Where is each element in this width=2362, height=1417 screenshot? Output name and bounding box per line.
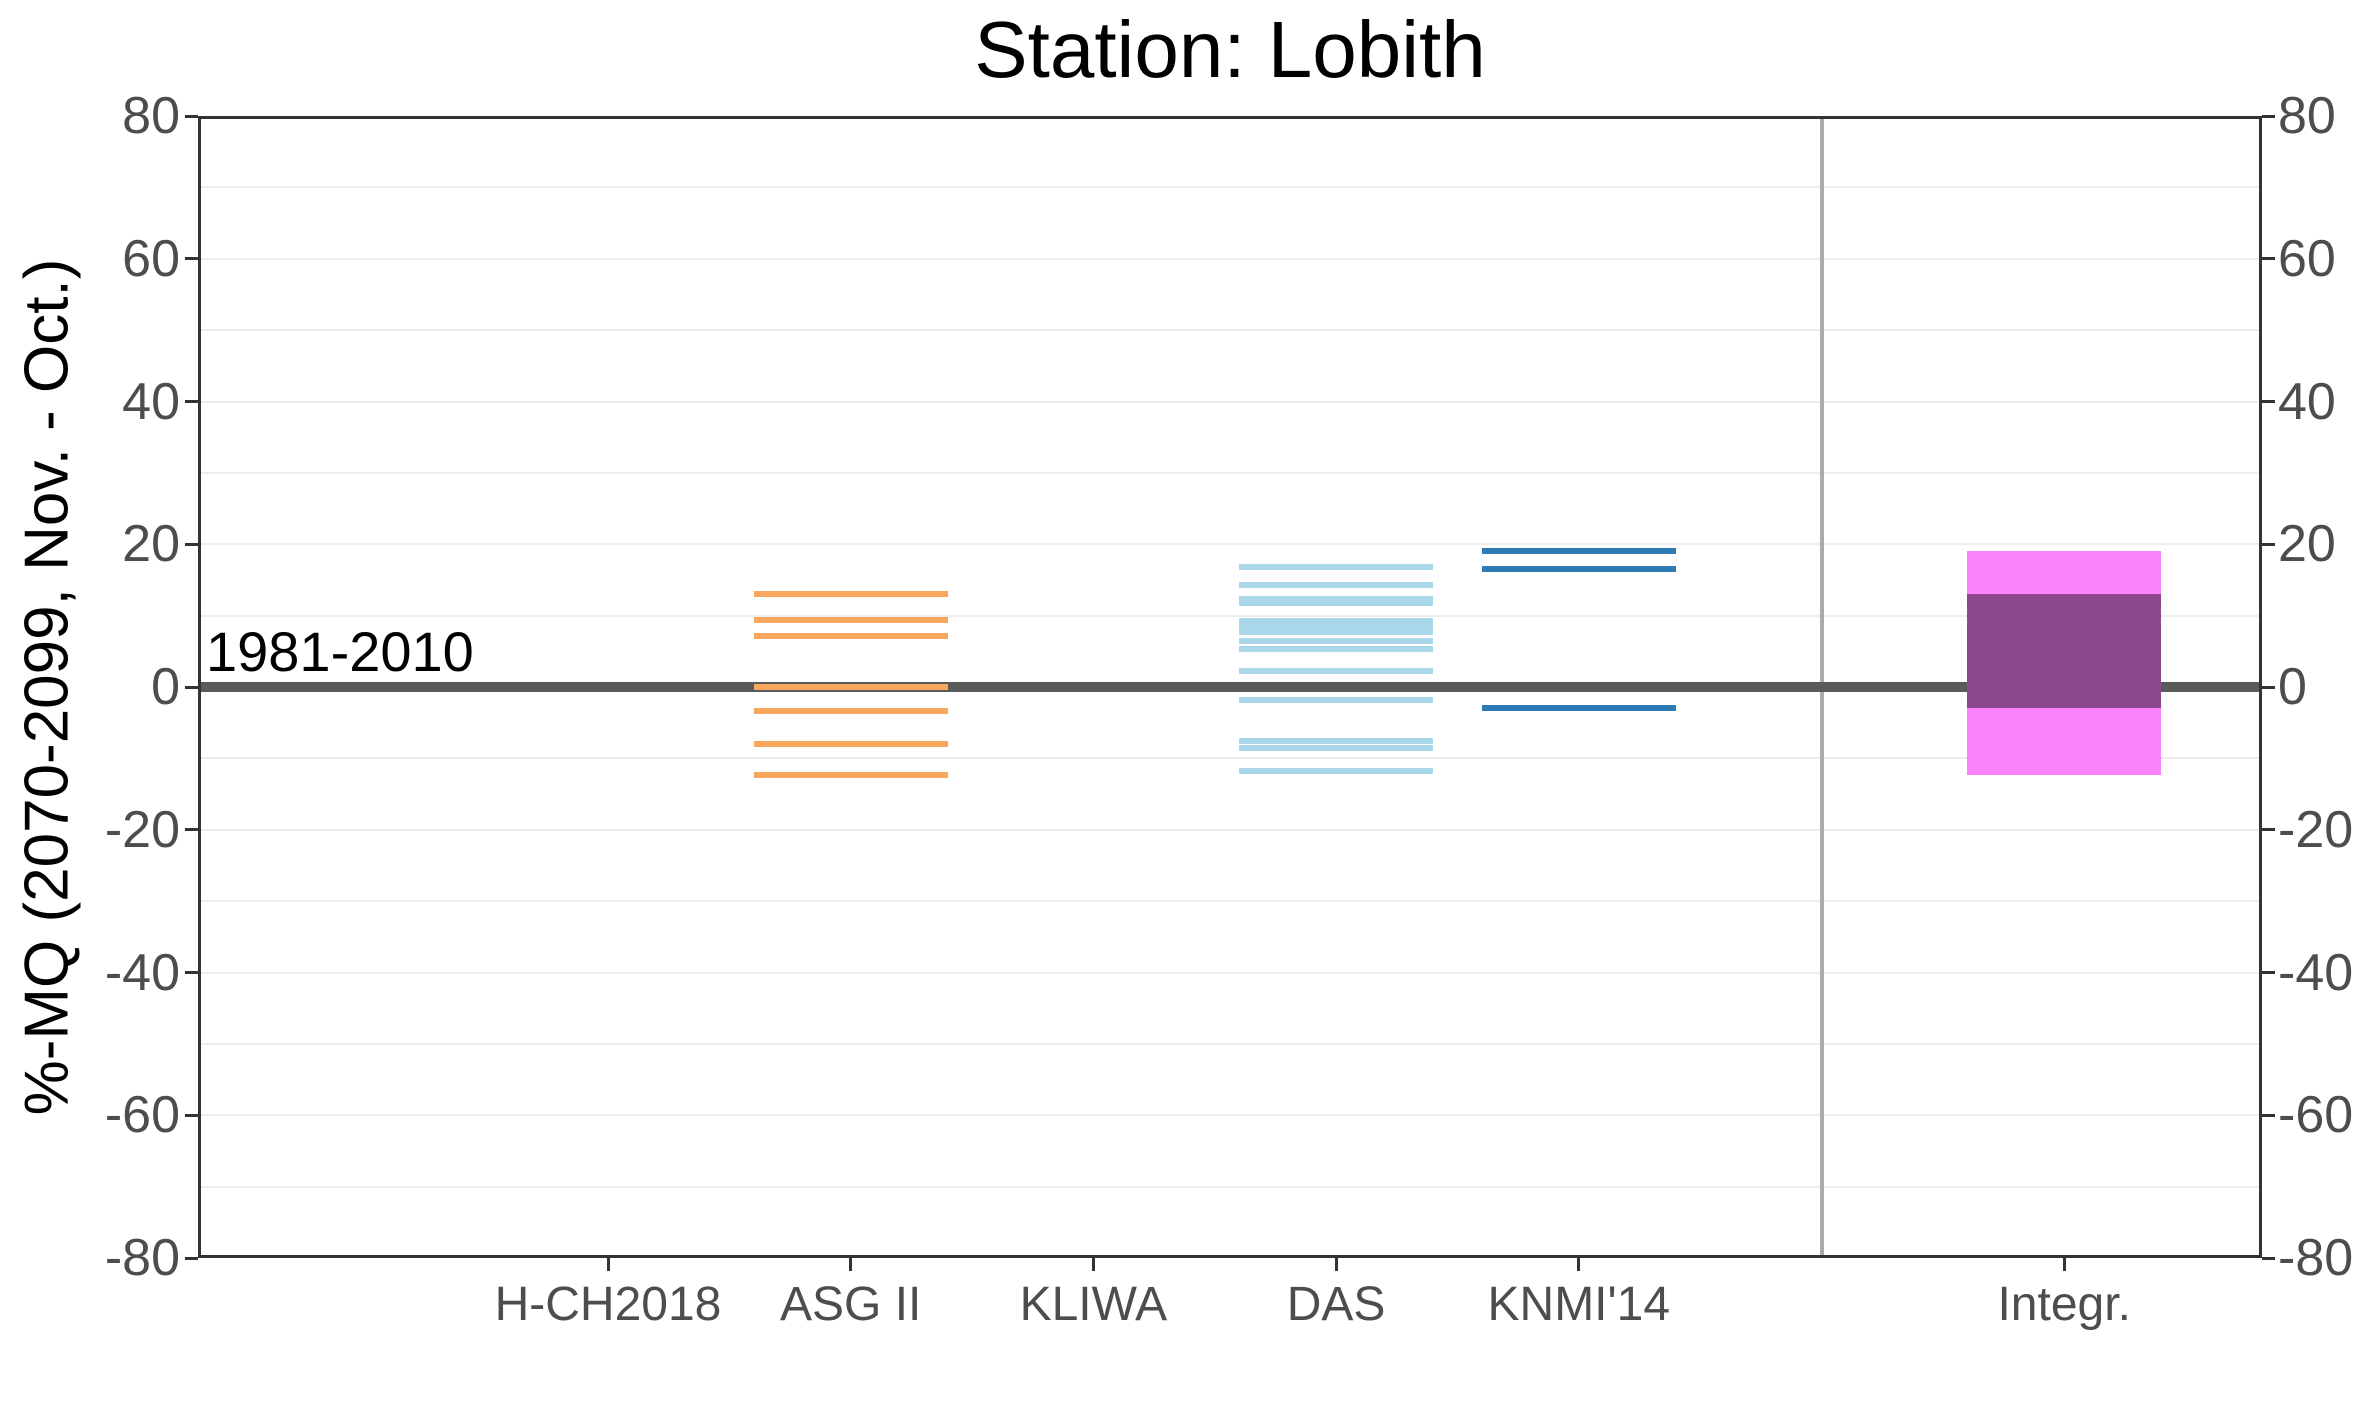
data-dash: [1239, 564, 1434, 571]
y-tick-label-right: -60: [2278, 1086, 2354, 1145]
x-tick-label: KNMI'14: [1487, 1278, 1671, 1331]
x-tick-label: KLIWA: [1019, 1278, 1168, 1331]
y-tick-label-left: 60: [122, 229, 180, 288]
gridline: [198, 543, 2262, 546]
plot-panel: 1981-2010: [198, 116, 2262, 1258]
data-dash: [1239, 599, 1434, 606]
y-tick-label-right: -80: [2278, 1229, 2354, 1287]
gridline: [198, 400, 2262, 403]
data-dash: [1239, 581, 1434, 588]
y-tick-left: [185, 685, 198, 689]
y-tick-right: [2262, 1256, 2275, 1260]
y-tick-left: [185, 971, 198, 974]
data-dash: [753, 684, 948, 690]
gridline: [198, 1042, 2262, 1045]
x-tick: [1577, 1258, 1581, 1271]
gridline: [198, 471, 2262, 474]
y-tick-right: [2262, 1113, 2275, 1117]
gridline: [198, 1114, 2262, 1117]
y-tick-left: [185, 828, 198, 832]
gridline: [198, 828, 2262, 831]
data-dash: [753, 708, 948, 715]
data-dash: [1239, 667, 1434, 674]
y-tick-label-left: -40: [104, 943, 180, 1002]
data-dash: [1239, 696, 1434, 703]
chart-title: Station: Lobith: [974, 5, 1486, 94]
gridline: [198, 971, 2262, 974]
x-tick-label: H-CH2018: [494, 1278, 722, 1331]
data-dash: [1481, 566, 1676, 573]
data-dash: [1239, 595, 1434, 602]
y-tick-right: [2262, 828, 2275, 832]
data-dash: [753, 591, 948, 598]
y-tick-label-right: 0: [2278, 658, 2307, 716]
data-dash: [1239, 744, 1434, 751]
gridline: [198, 757, 2262, 760]
x-tick: [1091, 1258, 1095, 1271]
y-tick-label-right: 80: [2278, 87, 2336, 145]
gridline: [198, 900, 2262, 903]
x-tick-label: ASG II: [780, 1278, 922, 1331]
y-tick-label-right: 40: [2278, 372, 2336, 431]
data-dash: [1239, 768, 1434, 775]
y-tick-right: [2262, 114, 2275, 118]
x-tick: [849, 1258, 853, 1271]
data-dash: [1239, 637, 1434, 644]
integr-inner-box: [1967, 594, 2162, 709]
gridline: [198, 329, 2262, 332]
x-tick: [2062, 1258, 2066, 1271]
zero-reference-line: [198, 682, 2262, 692]
data-dash: [753, 771, 948, 778]
y-tick-label-right: -20: [2278, 800, 2354, 859]
y-tick-right: [2262, 685, 2275, 689]
y-tick-left: [185, 114, 198, 118]
y-tick-left: [185, 1113, 198, 1117]
y-tick-label-right: 60: [2278, 229, 2336, 288]
data-dash: [1481, 704, 1676, 711]
gridline: [198, 614, 2262, 617]
y-tick-right: [2262, 542, 2275, 546]
baseline-period-label: 1981-2010: [206, 620, 474, 683]
y-tick-label-left: 40: [122, 372, 180, 431]
y-tick-label-right: 20: [2278, 515, 2336, 574]
y-tick-label-left: 0: [151, 658, 180, 716]
y-tick-left: [185, 1256, 198, 1260]
data-dash: [1239, 737, 1434, 744]
y-tick-left: [185, 257, 198, 261]
y-tick-label-left: 20: [122, 515, 180, 574]
y-tick-right: [2262, 400, 2275, 403]
data-dash: [1239, 617, 1434, 624]
data-dash: [1239, 629, 1434, 635]
y-tick-label-left: 80: [122, 87, 180, 145]
data-dash: [753, 616, 948, 623]
y-tick-right: [2262, 971, 2275, 974]
x-tick-label: DAS: [1286, 1278, 1386, 1331]
data-dash: [1239, 623, 1434, 630]
x-tick: [606, 1258, 610, 1271]
y-tick-label-left: -20: [104, 800, 180, 859]
gridline: [198, 257, 2262, 260]
y-tick-label-left: -60: [104, 1086, 180, 1145]
data-dash: [753, 633, 948, 640]
data-dash: [753, 741, 948, 748]
y-tick-label-right: -40: [2278, 943, 2354, 1002]
y-tick-left: [185, 542, 198, 546]
y-tick-left: [185, 400, 198, 403]
gridline: [198, 1185, 2262, 1188]
data-dash: [1239, 645, 1434, 652]
y-tick-right: [2262, 257, 2275, 261]
panel-border: [198, 116, 2262, 1258]
gridline: [198, 186, 2262, 189]
data-dash: [1481, 548, 1676, 555]
x-tick-label: Integr.: [1997, 1278, 2131, 1331]
y-tick-label-left: -80: [104, 1229, 180, 1287]
x-tick: [1334, 1258, 1338, 1271]
